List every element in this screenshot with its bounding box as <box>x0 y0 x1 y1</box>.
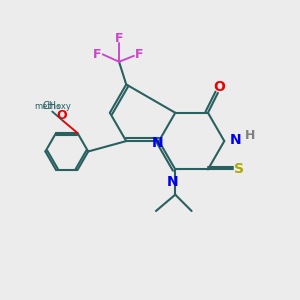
Text: N: N <box>167 175 178 189</box>
Text: N: N <box>152 136 163 150</box>
Text: O: O <box>214 80 225 94</box>
Text: N: N <box>230 133 241 147</box>
Text: CH₃: CH₃ <box>43 100 61 111</box>
Text: F: F <box>115 32 123 44</box>
Text: H: H <box>245 129 256 142</box>
Text: F: F <box>93 48 102 61</box>
Text: O: O <box>57 109 67 122</box>
Text: S: S <box>234 162 244 176</box>
Text: F: F <box>135 48 143 61</box>
Text: methoxy: methoxy <box>34 102 71 111</box>
